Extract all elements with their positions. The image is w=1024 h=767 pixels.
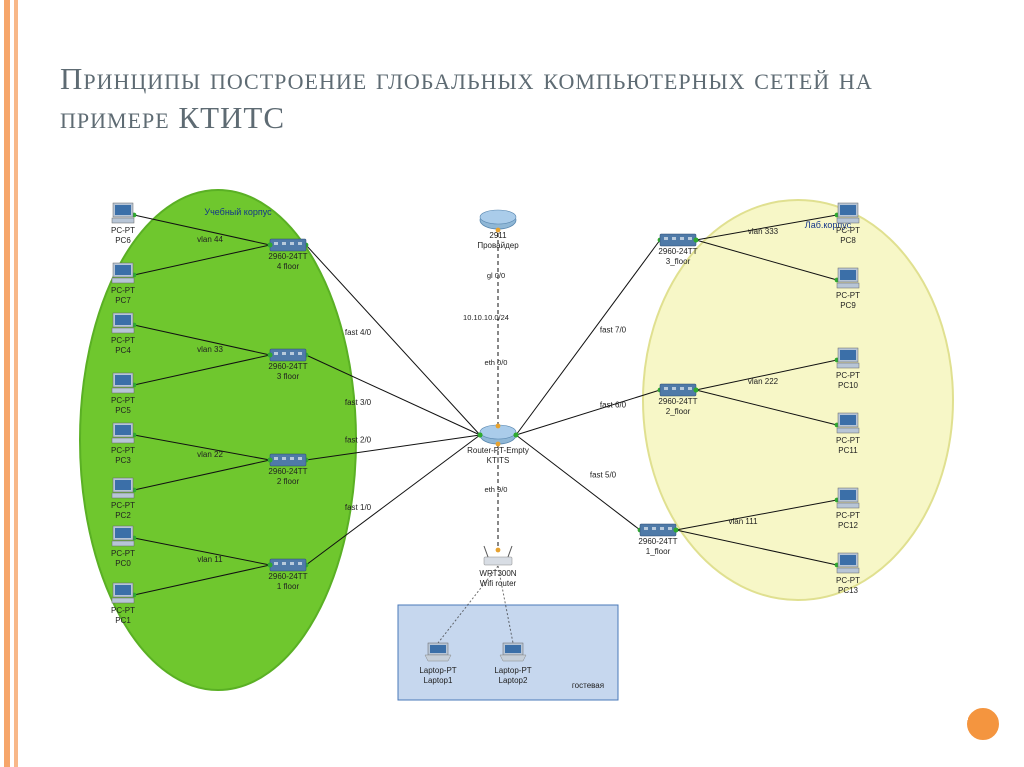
svg-text:гостевая: гостевая [572,681,604,690]
network-svg: Учебный корпусЛаб.корпусгостевая2911Пров… [78,160,968,720]
svg-text:eth 9/0: eth 9/0 [485,485,508,494]
svg-text:Учебный корпус: Учебный корпус [204,207,272,217]
svg-text:fast 6/0: fast 6/0 [600,401,627,410]
svg-text:Laptop-PTLaptop2: Laptop-PTLaptop2 [494,666,531,685]
network-diagram: Учебный корпусЛаб.корпусгостевая2911Пров… [78,160,968,720]
rail-bar-2 [14,0,18,767]
slide: Принципы построение глобальных компьютер… [0,0,1024,767]
svg-text:vlan 33: vlan 33 [197,345,223,354]
svg-text:fast 3/0: fast 3/0 [345,398,372,407]
svg-text:10.10.10.0/24: 10.10.10.0/24 [463,313,509,322]
svg-text:vlan 22: vlan 22 [197,450,223,459]
svg-text:vlan 11: vlan 11 [197,555,223,564]
left-rail [0,0,30,767]
slide-title: Принципы построение глобальных компьютер… [60,60,984,138]
accent-circle [964,705,1002,743]
svg-text:fast 1/0: fast 1/0 [345,503,372,512]
svg-text:2911Провайдер: 2911Провайдер [477,231,519,250]
svg-text:Laptop-PTLaptop1: Laptop-PTLaptop1 [419,666,456,685]
svg-text:gl 0/0: gl 0/0 [487,271,505,280]
svg-text:PC-PTPC10: PC-PTPC10 [836,371,860,390]
svg-text:2960-24TT1_floor: 2960-24TT1_floor [638,537,677,556]
svg-text:fast 2/0: fast 2/0 [345,436,372,445]
rail-bar-1 [4,0,10,767]
svg-text:WRT300NWifi router: WRT300NWifi router [479,569,516,588]
svg-text:vlan 44: vlan 44 [197,235,223,244]
svg-text:fast 5/0: fast 5/0 [590,471,617,480]
svg-text:Router-PT-EmptyKTITS: Router-PT-EmptyKTITS [467,446,529,465]
svg-text:vlan 111: vlan 111 [728,517,758,526]
svg-text:PC-PTPC6: PC-PTPC6 [111,226,135,245]
svg-text:eth 0/0: eth 0/0 [485,358,508,367]
svg-text:fast 4/0: fast 4/0 [345,328,372,337]
svg-text:PC-PTPC13: PC-PTPC13 [836,576,860,595]
svg-text:PC-PTPC12: PC-PTPC12 [836,511,860,530]
svg-text:PC-PTPC11: PC-PTPC11 [836,436,860,455]
svg-text:fast 7/0: fast 7/0 [600,326,627,335]
